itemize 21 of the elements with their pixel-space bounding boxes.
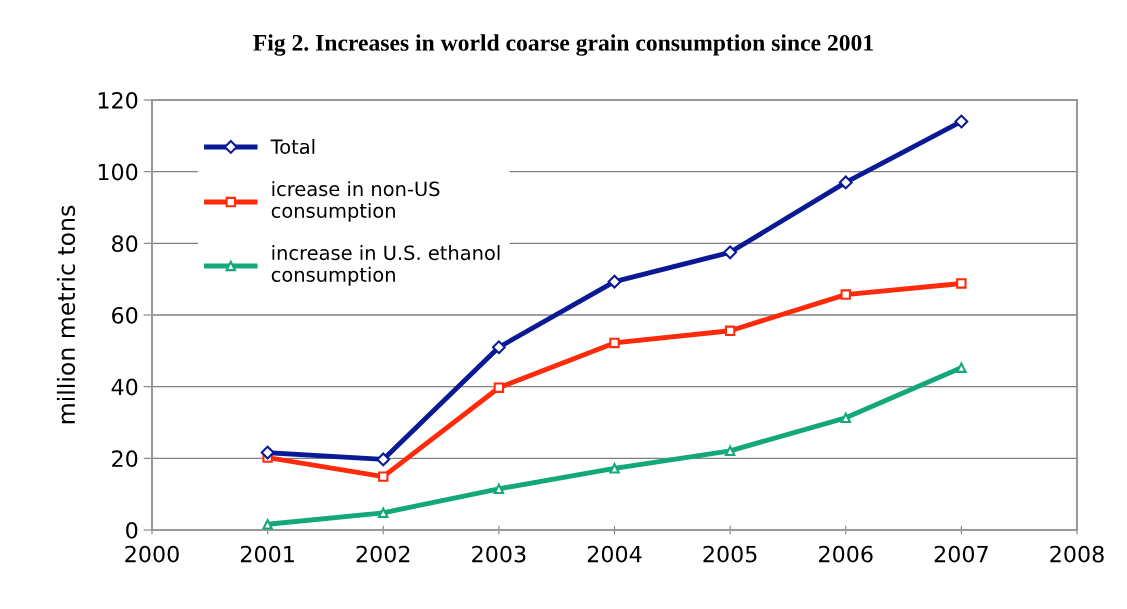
y-tick-label: 40 bbox=[111, 378, 138, 396]
x-tick-label: 2003 bbox=[472, 545, 526, 563]
y-tick-label: 0 bbox=[126, 521, 138, 539]
legend-label: increase in U.S. ethanol consumption bbox=[271, 245, 500, 286]
legend-label: icrease in non-US consumption bbox=[271, 181, 440, 222]
x-tick-label: 2007 bbox=[934, 545, 988, 563]
x-tick-label: 2001 bbox=[240, 545, 294, 563]
chart-title: Fig 2. Increases in world coarse grain consumption since 2001 bbox=[253, 34, 873, 56]
legend-label: Total bbox=[270, 139, 315, 155]
y-axis-title: million metric tons bbox=[56, 205, 76, 424]
x-tick-label: 2006 bbox=[819, 545, 873, 563]
y-tick-label: 80 bbox=[112, 235, 138, 253]
y-tick-label: 20 bbox=[112, 450, 138, 468]
x-tick-label: 2002 bbox=[356, 545, 410, 563]
y-tick-label: 120 bbox=[98, 91, 138, 109]
x-tick-label: 2000 bbox=[125, 545, 179, 563]
x-tick-label: 2005 bbox=[703, 545, 757, 563]
x-tick-label: 2008 bbox=[1050, 545, 1104, 563]
y-tick-label: 60 bbox=[112, 306, 138, 324]
y-tick-label: 100 bbox=[98, 163, 138, 181]
x-tick-label: 2004 bbox=[587, 545, 642, 563]
